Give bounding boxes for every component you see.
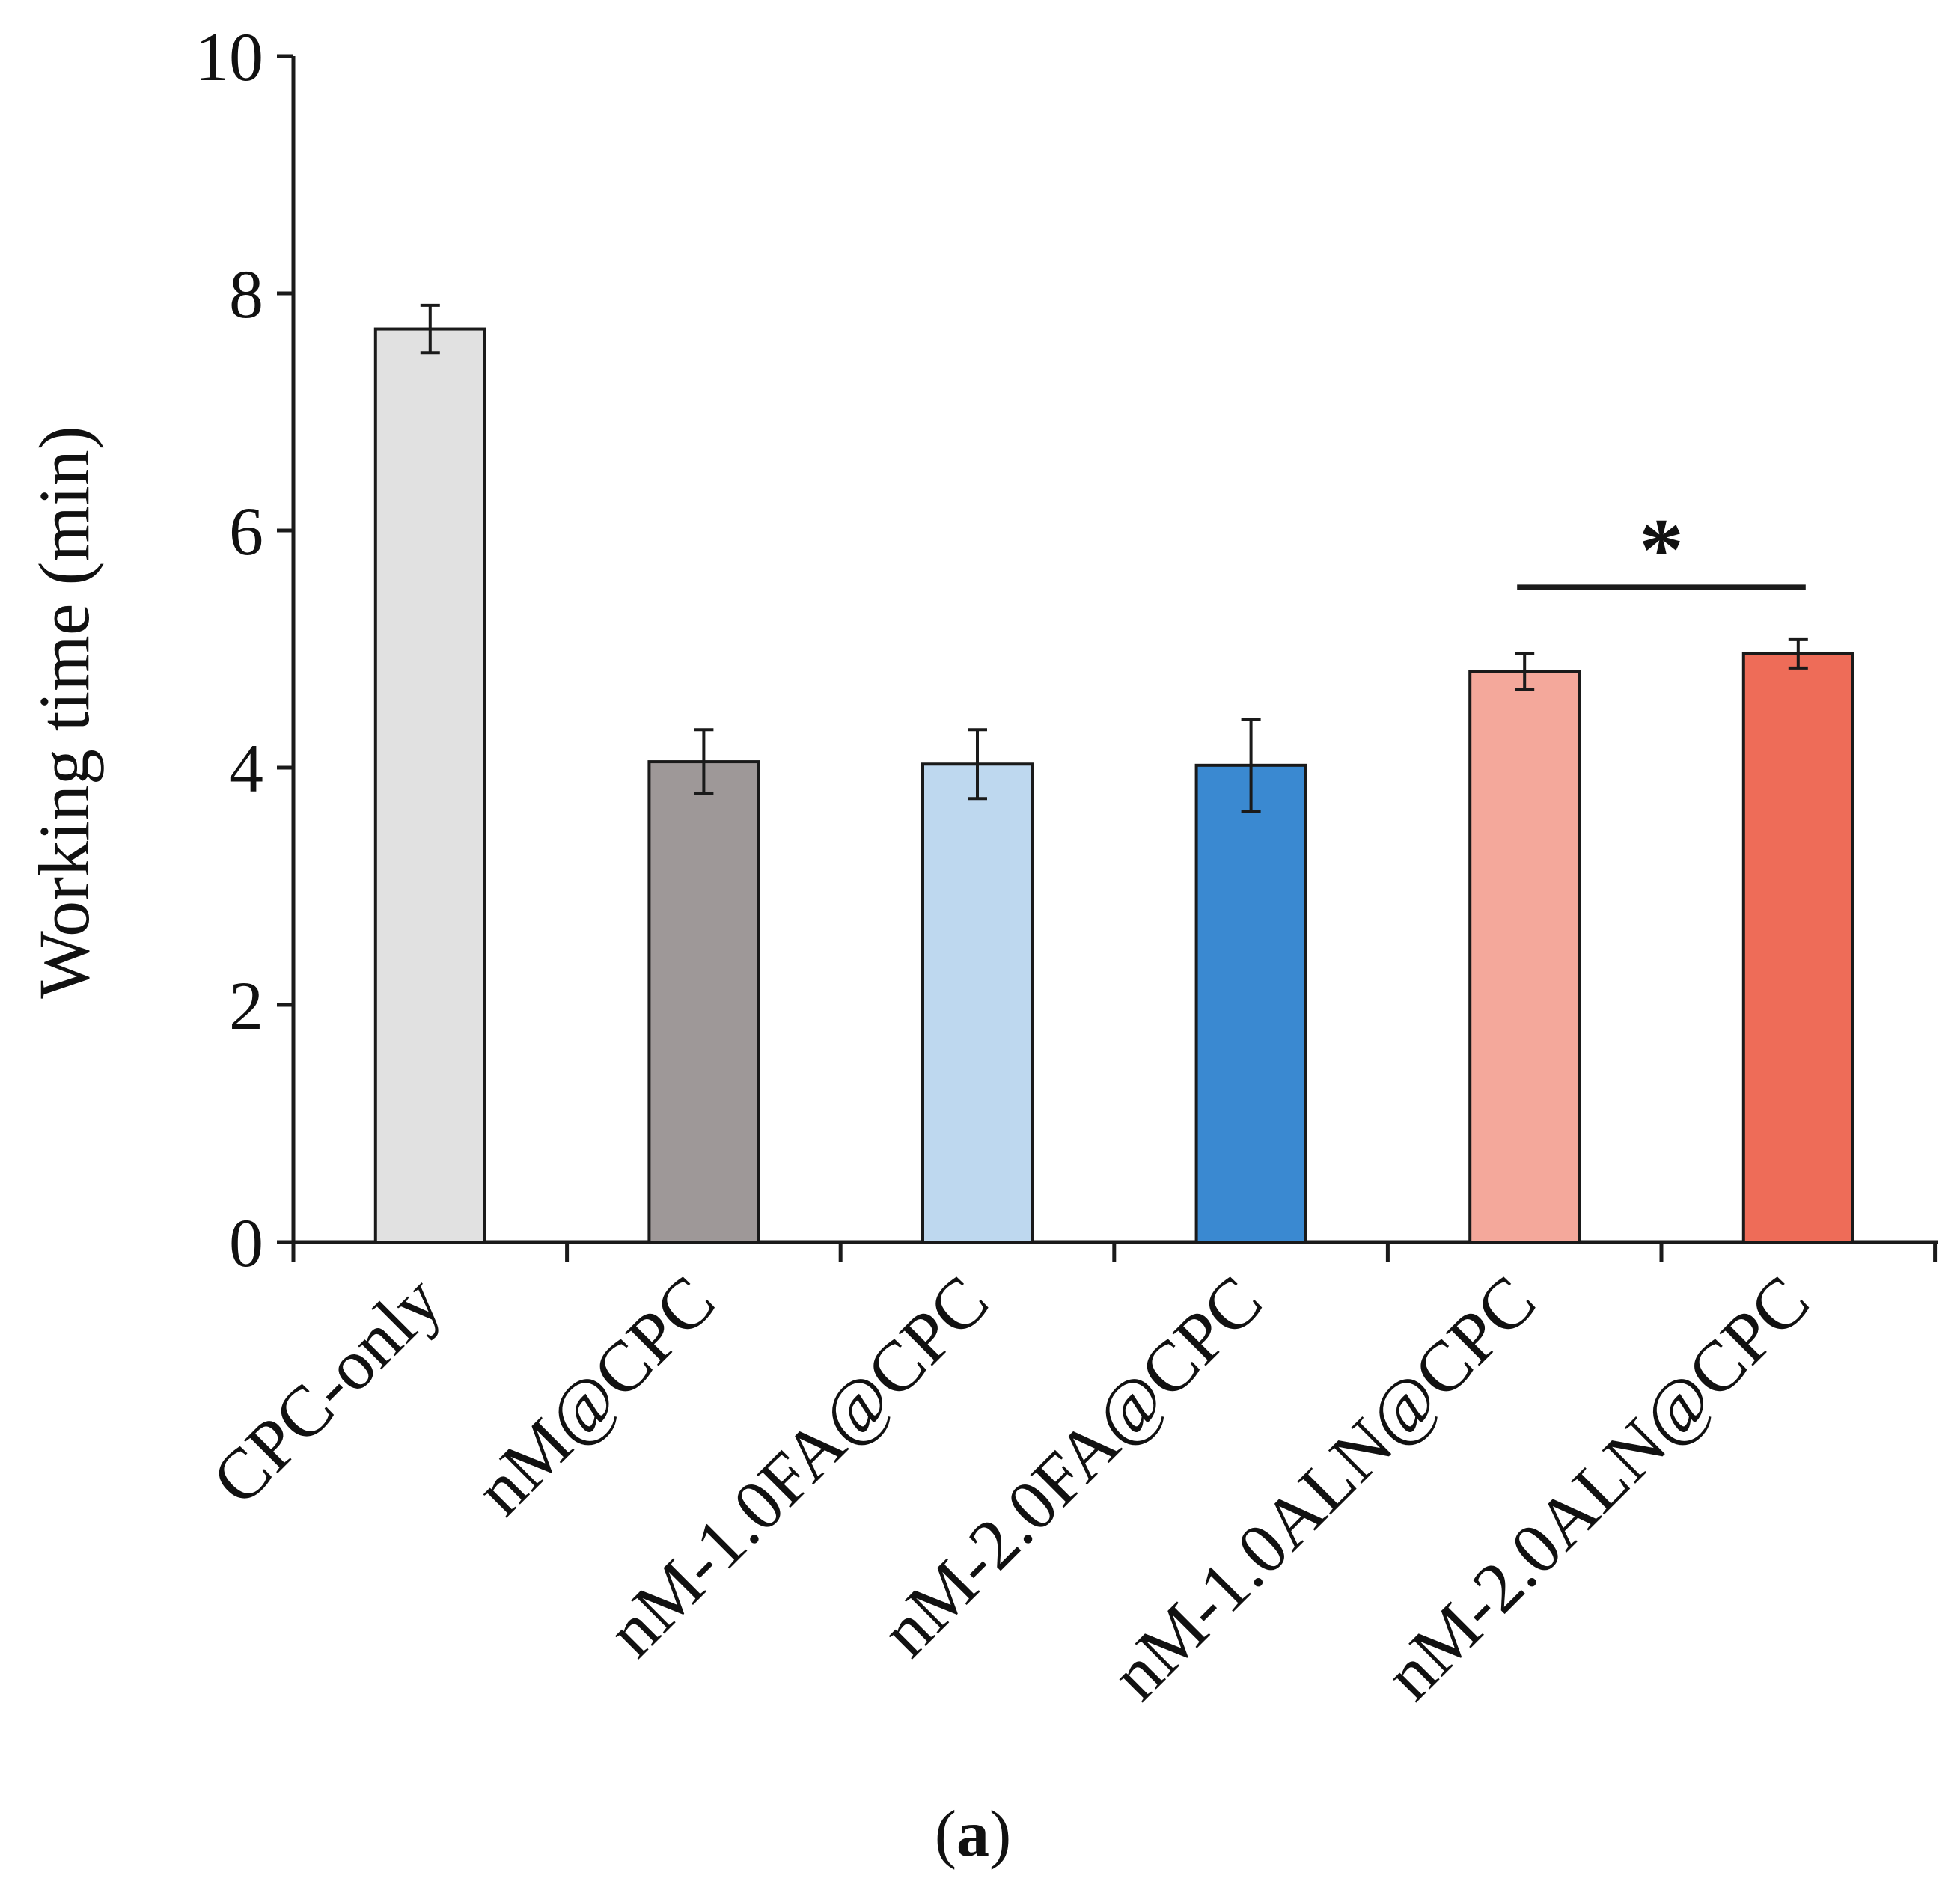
panel-label: (a) [935, 1798, 1012, 1871]
bar [921, 762, 1034, 1244]
y-ticks: 0 2 4 6 8 10 [195, 19, 293, 1281]
panel-paren-open: ( [935, 1798, 956, 1871]
error-bar [1515, 652, 1535, 691]
y-tick-label: 10 [195, 19, 263, 95]
error-bar [1788, 637, 1808, 670]
x-axis: CPC-only nM@CPCnM-1.0FA@CPCnM-2.0FA@CPCnM… [196, 1240, 1938, 1715]
significance-annotations: * [1517, 500, 1806, 599]
error-bar [694, 728, 714, 795]
bars [373, 327, 1854, 1244]
category-labels: CPC-only nM@CPCnM-1.0FA@CPCnM-2.0FA@CPCnM… [196, 1260, 1824, 1715]
panel-paren-close: ) [989, 1798, 1011, 1871]
y-axis: 0 2 4 6 8 10 Working time (min) [24, 19, 296, 1281]
y-tick-label: 0 [229, 1205, 263, 1281]
error-bar [420, 303, 440, 355]
x-ticks [291, 1242, 1938, 1262]
error-bar [968, 728, 987, 801]
y-tick-label: 8 [229, 256, 263, 332]
bar [1741, 652, 1854, 1244]
significance-star: * [1639, 500, 1684, 599]
error-bar [1241, 718, 1261, 813]
bar [1468, 670, 1581, 1244]
y-tick-label: 2 [229, 967, 263, 1044]
y-axis-title: Working time (min) [24, 426, 104, 998]
category-label: nM@CPC [460, 1260, 730, 1530]
bar [647, 760, 760, 1244]
bar [373, 327, 486, 1244]
y-tick-label: 4 [229, 730, 263, 807]
bar [1194, 763, 1307, 1244]
y-tick-label: 6 [229, 493, 263, 569]
panel-letter: a [956, 1798, 989, 1871]
error-bars [420, 303, 1808, 813]
category-label: CPC-only [196, 1260, 456, 1520]
